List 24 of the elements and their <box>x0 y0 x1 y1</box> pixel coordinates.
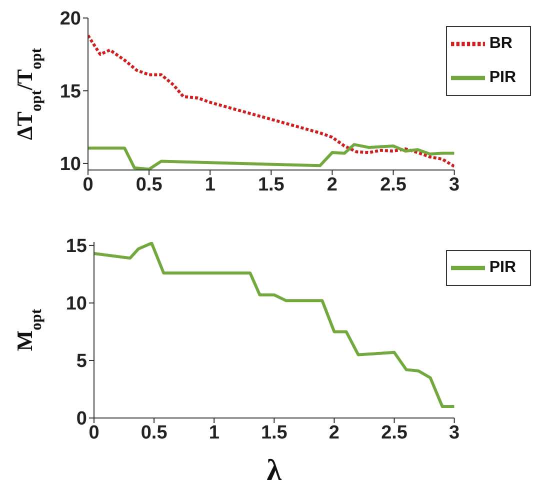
x-tick-label: 2.5 <box>380 174 407 196</box>
line-series <box>88 34 454 168</box>
legend-label: PIR <box>489 259 516 276</box>
x-tick-label: 2 <box>326 174 338 196</box>
x-axis-title: λ <box>266 454 282 487</box>
x-tick-label: 1 <box>204 174 216 196</box>
x-tick-label: 1 <box>208 422 220 444</box>
line-series <box>94 242 454 408</box>
y-tick-label: 0 <box>76 408 87 430</box>
x-tick-label: 1.5 <box>260 422 288 444</box>
legend-label: BR <box>489 35 512 52</box>
y-tick-label: 5 <box>76 351 88 372</box>
y-tick-label: 10 <box>66 294 87 315</box>
x-tick-label: 3 <box>449 174 460 196</box>
x-tick-label: 2.5 <box>381 422 408 444</box>
y-tick-label: 15 <box>60 81 82 102</box>
x-tick-label: 0.5 <box>136 174 163 196</box>
legend-label: PIR <box>489 69 516 86</box>
x-tick-label: 2 <box>328 422 340 444</box>
x-tick-label: 1.5 <box>258 174 285 196</box>
x-tick-label: 3 <box>449 422 460 444</box>
x-tick-label: 0.5 <box>140 422 168 444</box>
y-tick-label: 15 <box>66 236 88 258</box>
y-tick-label: 20 <box>60 8 81 30</box>
